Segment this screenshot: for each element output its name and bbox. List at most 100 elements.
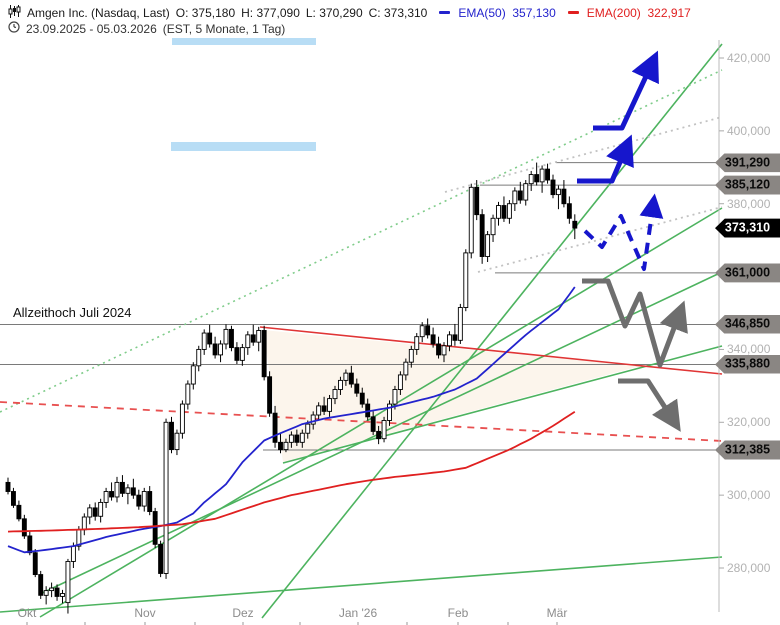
ema50-legend[interactable]: EMA(50) 357,130 <box>458 6 556 20</box>
candle-body <box>169 421 174 451</box>
candle-body <box>185 383 191 405</box>
candle-body <box>141 491 147 507</box>
candle-body <box>228 328 234 349</box>
candle-body <box>566 203 572 219</box>
candle-body <box>376 430 382 440</box>
y-axis-label: 320,000 <box>727 415 771 430</box>
candle-body <box>267 376 273 414</box>
candle-body <box>256 330 262 343</box>
candle-body <box>174 432 180 451</box>
candle-body <box>506 203 512 219</box>
ema200-legend[interactable]: EMA(200) 322,917 <box>586 6 691 20</box>
candle-body <box>327 398 332 412</box>
trendline-green-channel-dotted[interactable] <box>0 69 723 413</box>
candle-body <box>430 334 436 345</box>
candle-body <box>283 441 289 451</box>
y-axis-label: 380,000 <box>727 196 771 211</box>
candle-body <box>452 334 458 341</box>
candle-body <box>343 372 349 381</box>
date-range: 23.09.2025 - 05.03.2026 <box>26 21 157 36</box>
ema200-line[interactable] <box>7 410 576 533</box>
candle-body <box>534 174 540 183</box>
candle-body <box>359 392 365 405</box>
candle-body <box>408 348 414 363</box>
candle-body <box>49 587 55 592</box>
trendline-red-downtrend[interactable] <box>259 326 723 375</box>
candle-body <box>512 190 518 205</box>
trendline-green-uptrend-mid[interactable] <box>39 207 723 618</box>
y-axis-label: 300,000 <box>727 488 771 503</box>
trendline-gray-channel-dotted-lower[interactable] <box>477 206 723 273</box>
candle-body <box>501 205 507 219</box>
candle-body <box>103 491 109 503</box>
candle-body <box>5 481 11 492</box>
candle-body <box>474 186 480 216</box>
candle-body <box>239 347 245 361</box>
price-badge-373310: 373,310 <box>715 218 780 238</box>
candle-body <box>92 507 98 517</box>
candle-body <box>517 190 523 201</box>
candle-body <box>98 501 104 517</box>
x-axis-month-label: Mär <box>546 606 568 620</box>
low-value: L: 370,290 <box>305 6 363 20</box>
candle-body <box>539 168 545 183</box>
candle-body <box>109 491 115 498</box>
candle-body <box>370 416 376 432</box>
trendline-green-base-line[interactable] <box>0 556 723 613</box>
candle-body <box>261 330 267 378</box>
candle-body <box>556 188 561 196</box>
candle-body <box>338 379 343 390</box>
trendline-red-downtrend-dashed[interactable] <box>0 401 723 442</box>
candle-body <box>545 168 550 181</box>
candle-body <box>201 332 207 350</box>
projection-zigzag-blue-dashed[interactable] <box>583 193 664 271</box>
candle-body <box>272 412 278 443</box>
candle-body <box>136 494 142 507</box>
candle-body <box>196 348 202 367</box>
open-value: O: 375,180 <box>175 6 236 20</box>
candle-body <box>561 188 567 205</box>
ema200-legend-dash-icon <box>567 10 579 14</box>
candle-body <box>447 334 452 347</box>
candle-body <box>425 325 431 336</box>
price-badge-312385: 312,385 <box>715 440 780 460</box>
candle-body <box>414 336 420 350</box>
y-axis-label: 400,000 <box>727 123 771 138</box>
candle-body <box>278 441 283 451</box>
ema50-line[interactable] <box>7 286 576 554</box>
close-value: C: 373,310 <box>368 6 428 20</box>
projection-arrow-blue-upper[interactable] <box>593 50 659 131</box>
candle-body <box>16 504 22 520</box>
trendline-green-uptrend-steep[interactable] <box>261 43 723 619</box>
scenario-zigzag-gray[interactable] <box>582 278 688 368</box>
candle-body <box>163 421 169 574</box>
x-axis-month-label: Dez <box>232 606 254 620</box>
candle-body <box>234 347 240 361</box>
candle-body <box>490 217 496 236</box>
candle-body <box>250 334 256 343</box>
candle-body <box>523 183 529 201</box>
y-axis-label: 280,000 <box>727 561 771 575</box>
candle-body <box>419 325 425 338</box>
candle-body <box>32 552 38 576</box>
candle-body <box>87 507 93 518</box>
trendline-green-from-dec-low[interactable] <box>282 345 723 464</box>
candle-body <box>70 545 76 562</box>
candle-body <box>332 389 338 400</box>
price-badge-335880: 335,880 <box>715 354 780 374</box>
clock-icon <box>8 21 20 36</box>
candle-body <box>10 491 16 506</box>
candle-body <box>316 405 322 416</box>
x-axis-month-label: Feb <box>447 606 469 620</box>
candle-body <box>158 543 164 574</box>
candle-body <box>147 491 153 512</box>
candle-body <box>179 403 185 434</box>
candle-body <box>218 343 224 356</box>
projection-arrow-blue-lower[interactable] <box>577 134 634 184</box>
candle-body <box>310 414 316 425</box>
candle-body <box>354 383 360 394</box>
candle-body <box>299 432 305 443</box>
x-axis-month-label: Okt <box>17 606 37 620</box>
scenario-arrow-gray-down[interactable] <box>618 378 681 432</box>
